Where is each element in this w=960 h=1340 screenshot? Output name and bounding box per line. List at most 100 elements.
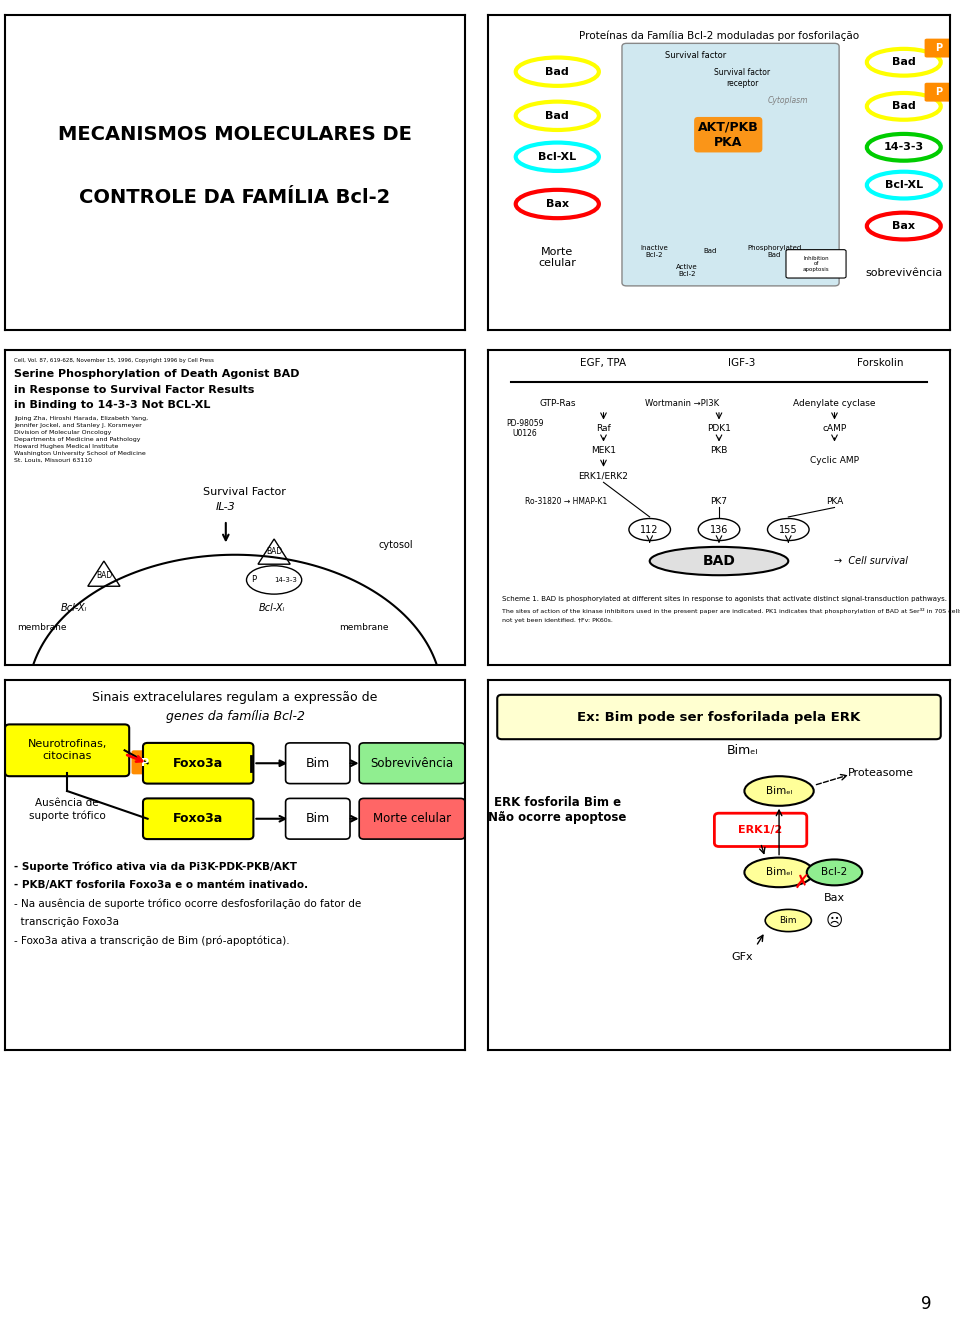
Ellipse shape: [806, 859, 862, 886]
Text: ERK1/ERK2: ERK1/ERK2: [579, 472, 629, 481]
Text: Bimₑₗ: Bimₑₗ: [766, 787, 792, 796]
Text: The sites of action of the kinase inhibitors used in the present paper are indic: The sites of action of the kinase inhibi…: [502, 608, 960, 614]
Text: MECANISMOS MOLECULARES DE: MECANISMOS MOLECULARES DE: [58, 125, 412, 145]
Text: Proteasome: Proteasome: [848, 768, 914, 777]
Text: genes da família Bcl-2: genes da família Bcl-2: [165, 710, 304, 722]
Text: Sobrevivência: Sobrevivência: [371, 757, 454, 769]
Text: Raf: Raf: [596, 425, 611, 433]
Text: - Na ausência de suporte trófico ocorre desfosforilação do fator de: - Na ausência de suporte trófico ocorre …: [14, 898, 362, 909]
FancyBboxPatch shape: [622, 43, 839, 285]
Text: Bim: Bim: [305, 757, 330, 769]
Text: Ex: Bim pode ser fosforilada pela ERK: Ex: Bim pode ser fosforilada pela ERK: [577, 710, 860, 724]
Text: 9: 9: [921, 1296, 931, 1313]
Text: Scheme 1. BAD is phosphorylated at different sites in response to agonists that : Scheme 1. BAD is phosphorylated at diffe…: [502, 596, 947, 602]
Text: Bad: Bad: [703, 248, 716, 255]
FancyBboxPatch shape: [359, 742, 465, 784]
FancyBboxPatch shape: [359, 799, 465, 839]
Text: Bad: Bad: [892, 102, 916, 111]
Text: PK7: PK7: [710, 497, 728, 505]
Text: - Suporte Trófico ativa via da Pi3K-PDK-PKB/AKT: - Suporte Trófico ativa via da Pi3K-PDK-…: [14, 862, 298, 872]
Text: Forskolin: Forskolin: [857, 358, 904, 367]
FancyBboxPatch shape: [786, 249, 846, 277]
Text: Bax: Bax: [824, 894, 845, 903]
FancyBboxPatch shape: [286, 799, 350, 839]
Text: ☹: ☹: [826, 911, 843, 930]
Text: PKB: PKB: [710, 446, 728, 456]
Text: in Binding to 14-3-3 Not BCL-XL: in Binding to 14-3-3 Not BCL-XL: [14, 401, 210, 410]
Text: - PKB/AKT fosforila Foxo3a e o mantém inativado.: - PKB/AKT fosforila Foxo3a e o mantém in…: [14, 880, 308, 890]
Text: MEK1: MEK1: [591, 446, 616, 456]
Text: P: P: [251, 575, 256, 584]
Text: Serine Phosphorylation of Death Agonist BAD: Serine Phosphorylation of Death Agonist …: [14, 369, 300, 379]
Text: Cytoplasm: Cytoplasm: [768, 95, 808, 105]
FancyBboxPatch shape: [132, 750, 159, 775]
Text: P: P: [141, 757, 150, 768]
Text: Bcl-XL: Bcl-XL: [885, 180, 923, 190]
Text: transcrição Foxo3a: transcrição Foxo3a: [14, 917, 119, 927]
Text: PDK1: PDK1: [708, 425, 731, 433]
Text: membrane: membrane: [17, 623, 66, 631]
Text: Bax: Bax: [892, 221, 915, 230]
Ellipse shape: [765, 910, 811, 931]
FancyBboxPatch shape: [924, 39, 952, 58]
Text: cAMP: cAMP: [823, 425, 847, 433]
Text: Bax: Bax: [546, 200, 568, 209]
Text: cytosol: cytosol: [378, 540, 414, 551]
FancyBboxPatch shape: [5, 725, 130, 776]
Text: →  Cell survival: → Cell survival: [834, 556, 908, 565]
Text: Phosphorylated
Bad: Phosphorylated Bad: [747, 245, 802, 257]
Text: P: P: [935, 43, 942, 54]
Text: - Foxo3a ativa a transcrição de Bim (pró-apoptótica).: - Foxo3a ativa a transcrição de Bim (pró…: [14, 935, 290, 946]
Ellipse shape: [744, 776, 814, 805]
Text: 136: 136: [709, 524, 729, 535]
Text: Morte
celular: Morte celular: [539, 247, 576, 268]
Text: P: P: [935, 87, 942, 98]
Text: IGF-3: IGF-3: [729, 358, 756, 367]
Text: Bim: Bim: [780, 917, 797, 925]
Text: Cyclic AMP: Cyclic AMP: [810, 456, 859, 465]
Text: Cell, Vol. 87, 619-628, November 15, 1996, Copyright 1996 by Cell Press: Cell, Vol. 87, 619-628, November 15, 199…: [14, 358, 214, 363]
Text: BAD: BAD: [96, 571, 112, 580]
Text: Ro-31820 → HMAP-K1: Ro-31820 → HMAP-K1: [525, 497, 608, 505]
Text: Bcl-Xₗ: Bcl-Xₗ: [60, 603, 87, 614]
Text: Inhibition
of
apoptosis: Inhibition of apoptosis: [803, 256, 829, 272]
Text: IL-3: IL-3: [216, 502, 235, 512]
Text: Ausência de
suporte trófico: Ausência de suporte trófico: [29, 799, 106, 820]
Text: Bcl-2: Bcl-2: [822, 867, 848, 878]
Text: EGF, TPA: EGF, TPA: [581, 358, 627, 367]
FancyBboxPatch shape: [286, 742, 350, 784]
Text: 14-3-3: 14-3-3: [275, 578, 297, 583]
Text: Survival factor: Survival factor: [665, 51, 727, 60]
Ellipse shape: [744, 858, 814, 887]
FancyBboxPatch shape: [143, 799, 253, 839]
Text: GTP-Ras: GTP-Ras: [540, 399, 576, 409]
FancyBboxPatch shape: [714, 813, 806, 847]
Text: Survival Factor: Survival Factor: [203, 486, 286, 497]
Text: Neurotrofinas,
citocinas: Neurotrofinas, citocinas: [28, 740, 107, 761]
Text: Bad: Bad: [545, 67, 569, 76]
Text: Active
Bcl-2: Active Bcl-2: [676, 264, 698, 276]
Text: BAD: BAD: [703, 553, 735, 568]
Text: Bimₑₗ: Bimₑₗ: [766, 867, 792, 878]
Text: Bim: Bim: [305, 812, 330, 825]
Text: BAD: BAD: [266, 547, 282, 556]
Text: Inactive
Bcl-2: Inactive Bcl-2: [640, 245, 668, 257]
Text: Bimₑₗ: Bimₑₗ: [727, 744, 757, 757]
Text: GFx: GFx: [732, 953, 753, 962]
Text: Foxo3a: Foxo3a: [173, 812, 224, 825]
Text: AKT/PKB
PKA: AKT/PKB PKA: [698, 121, 758, 149]
Text: Bcl-XL: Bcl-XL: [539, 151, 576, 162]
Text: Sinais extracelulares regulam a expressão de: Sinais extracelulares regulam a expressã…: [92, 691, 377, 704]
Text: membrane: membrane: [339, 623, 389, 631]
Text: ERK1/2: ERK1/2: [738, 825, 782, 835]
Text: Bcl-Xₗ: Bcl-Xₗ: [258, 603, 285, 614]
Text: not yet been identified. †Fv: PK60s.: not yet been identified. †Fv: PK60s.: [502, 618, 612, 623]
Text: ERK fosforila Bim e
Não ocorre apoptose: ERK fosforila Bim e Não ocorre apoptose: [488, 796, 627, 824]
Text: Proteínas da Família Bcl-2 moduladas por fosforilação: Proteínas da Família Bcl-2 moduladas por…: [579, 31, 859, 42]
Text: 112: 112: [640, 524, 659, 535]
Text: Bad: Bad: [545, 111, 569, 121]
Text: 155: 155: [779, 524, 798, 535]
Text: Survival factor
receptor: Survival factor receptor: [714, 68, 770, 87]
FancyBboxPatch shape: [497, 695, 941, 740]
Text: Wortmanin →PI3K: Wortmanin →PI3K: [645, 399, 719, 409]
